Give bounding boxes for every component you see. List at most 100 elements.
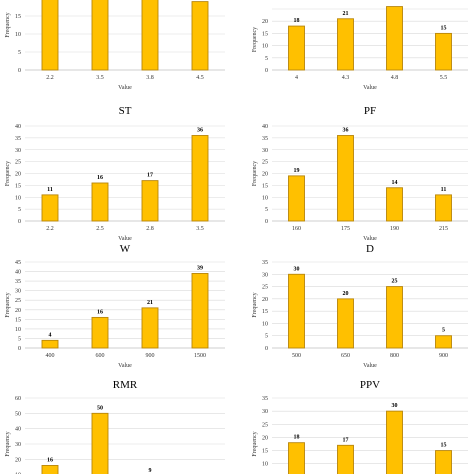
x-tick-label: 4.8 <box>391 75 399 81</box>
y-tick-label: 25 <box>262 285 268 291</box>
y-tick-label: 50 <box>15 411 21 417</box>
x-tick-label: 175 <box>341 226 350 232</box>
y-tick-label: 35 <box>262 136 268 142</box>
data-label: 30 <box>392 403 398 409</box>
y-tick-label: 20 <box>262 172 268 178</box>
y-tick-label: 20 <box>15 457 21 463</box>
x-tick-label: 4.3 <box>342 75 350 81</box>
y-tick-label: 15 <box>15 317 21 323</box>
chart-title: PPV <box>360 379 380 391</box>
y-tick-label: 30 <box>15 442 21 448</box>
data-label: 15 <box>441 25 447 31</box>
bar <box>91 0 109 71</box>
y-tick-label: 35 <box>15 279 21 285</box>
y-tick-label: 5 <box>18 50 21 56</box>
x-tick-label: 5.5 <box>440 75 448 81</box>
y-tick-label: 30 <box>15 148 21 154</box>
bar <box>288 25 305 71</box>
x-axis-label: Value <box>118 236 132 242</box>
y-tick-label: 30 <box>15 289 21 295</box>
y-tick-label: 35 <box>15 136 21 142</box>
y-tick-label: 0 <box>265 68 268 74</box>
x-tick-label: 500 <box>292 353 301 359</box>
y-tick-label: 25 <box>262 160 268 166</box>
bar <box>141 307 159 349</box>
data-label: 17 <box>147 173 153 179</box>
x-tick-label: 2.5 <box>96 226 104 232</box>
chart-title: ST <box>119 105 132 117</box>
bar <box>337 135 354 222</box>
data-label: 18 <box>294 18 300 24</box>
chart-title: D <box>366 243 374 255</box>
y-tick-label: 60 <box>15 396 21 402</box>
y-tick-label: 10 <box>15 473 21 474</box>
x-tick-label: 190 <box>390 226 399 232</box>
chart-title: RMR <box>113 379 138 391</box>
y-tick-label: 20 <box>262 435 268 441</box>
y-tick-label: 5 <box>265 334 268 340</box>
bar <box>386 187 403 222</box>
y-axis-label: Frequency <box>252 431 258 456</box>
y-tick-label: 5 <box>18 207 21 213</box>
chart-title: PF <box>364 105 376 117</box>
x-tick-label: 4 <box>295 75 298 81</box>
data-label: 50 <box>97 405 103 411</box>
x-axis-label: Value <box>363 363 377 369</box>
y-tick-label: 10 <box>15 327 21 333</box>
x-tick-label: 900 <box>146 353 155 359</box>
x-axis-label: Value <box>363 236 377 242</box>
bar <box>435 450 452 474</box>
x-tick-label: 900 <box>439 353 448 359</box>
bar <box>41 194 59 222</box>
y-tick-label: 25 <box>15 298 21 304</box>
y-tick-label: 15 <box>262 309 268 315</box>
x-tick-label: 3.5 <box>96 75 104 81</box>
y-tick-label: 5 <box>265 56 268 62</box>
data-label: 20 <box>343 291 349 297</box>
data-label: 39 <box>197 265 203 271</box>
x-tick-label: 3.8 <box>146 75 154 81</box>
bar <box>386 286 403 349</box>
x-axis-label: Value <box>118 363 132 369</box>
data-label: 36 <box>197 128 203 134</box>
y-tick-label: 45 <box>15 260 21 266</box>
bar <box>141 180 159 222</box>
bar <box>337 298 354 349</box>
x-tick-label: 2.2 <box>46 226 54 232</box>
x-tick-label: 3.5 <box>196 226 204 232</box>
bar <box>91 316 109 349</box>
y-axis-label: Frequency <box>5 431 11 456</box>
y-tick-label: 40 <box>15 124 21 130</box>
chart-panel-3: ST 0 5 10 15 20 25 30 35 40 Frequency 11 2.2 16 2.5 17 2… <box>5 105 225 242</box>
chart-panel-4: PF 0 5 10 15 20 25 30 35 40 Frequency 19 160 36 175 14 1… <box>252 105 468 242</box>
data-label: 21 <box>147 300 153 306</box>
y-tick-label: 0 <box>18 68 21 74</box>
y-tick-label: 15 <box>262 31 268 37</box>
y-axis-label: Frequency <box>252 27 258 52</box>
y-axis-label: Frequency <box>5 12 11 37</box>
data-label: 14 <box>392 180 398 186</box>
x-tick-label: 400 <box>46 353 55 359</box>
data-label: 11 <box>441 187 447 193</box>
y-tick-label: 10 <box>15 32 21 38</box>
bar <box>435 32 452 71</box>
y-tick-label: 20 <box>262 19 268 25</box>
y-tick-label: 5 <box>265 207 268 213</box>
y-tick-label: 40 <box>262 124 268 130</box>
y-tick-label: 20 <box>15 172 21 178</box>
data-label: 36 <box>343 128 349 134</box>
data-label: 16 <box>47 457 53 463</box>
chart-panel-7: RMR102030405060Frequency165095 <box>5 379 225 474</box>
bar <box>435 194 452 222</box>
y-tick-label: 30 <box>262 409 268 415</box>
data-label: 18 <box>294 435 300 441</box>
x-axis-label: Value <box>363 85 377 91</box>
x-tick-label: 160 <box>292 226 301 232</box>
y-tick-label: 0 <box>265 346 268 352</box>
chart-panel-5: W 0 5 10 15 20 25 30 35 40 45 Frequency 4 400 16 600 21 9… <box>5 243 225 369</box>
y-tick-label: 30 <box>262 272 268 278</box>
y-axis-label: Frequency <box>5 161 11 186</box>
chart-panel-8: PPV 10 15 20 25 30 35 Frequency 18 17 30 15 <box>252 379 468 474</box>
bar <box>386 410 403 474</box>
data-label: 15 <box>441 443 447 449</box>
